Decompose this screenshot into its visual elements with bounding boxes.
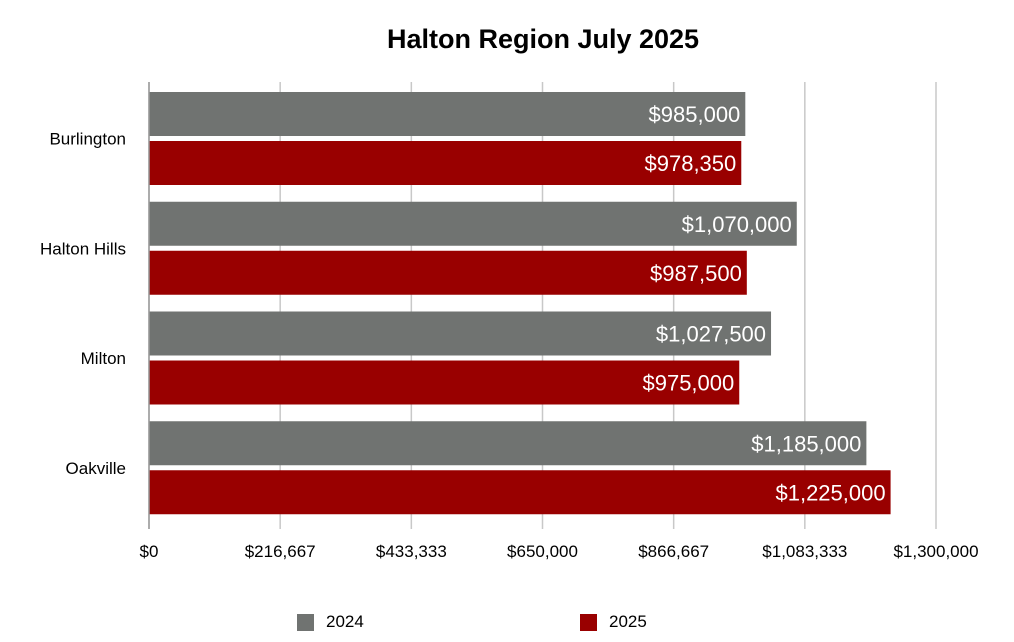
bar-2025: [149, 141, 742, 185]
legend-item-2025: 2025: [580, 612, 647, 632]
data-label: $987,500: [650, 261, 742, 286]
legend: 2024 2025: [0, 612, 1014, 636]
bar-2025: [149, 360, 740, 405]
x-tick-label: $0: [140, 542, 159, 561]
data-label: $1,225,000: [775, 480, 885, 505]
chart-title: Halton Region July 2025: [386, 24, 700, 54]
bar-2024: [149, 92, 746, 136]
legend-item-2024: 2024: [297, 612, 364, 632]
legend-label-2024: 2024: [326, 612, 364, 631]
data-label: $975,000: [642, 371, 734, 396]
legend-label-2025: 2025: [609, 612, 647, 631]
x-tick-label: $1,300,000: [893, 542, 978, 561]
x-tick-label: $650,000: [507, 542, 578, 561]
data-label: $1,185,000: [751, 431, 861, 456]
data-label: $1,070,000: [682, 212, 792, 237]
bar-2024: [149, 421, 867, 466]
data-label: $978,350: [645, 151, 737, 176]
category-label: Burlington: [49, 130, 126, 149]
bar-2025: [149, 250, 747, 295]
bar-2024: [149, 201, 797, 246]
data-label: $1,027,500: [656, 322, 766, 347]
x-tick-label: $433,333: [376, 542, 447, 561]
x-tick-label: $216,667: [245, 542, 316, 561]
bar-2025: [149, 470, 891, 515]
bar-2024: [149, 311, 772, 356]
bar-chart: $0 $216,667 $433,333 $650,000 $866,667 $1,083…: [40, 82, 979, 561]
legend-swatch-2024: [297, 613, 314, 631]
category-label: Oakville: [66, 459, 126, 478]
data-label: $985,000: [649, 102, 741, 127]
x-tick-label: $1,083,333: [762, 542, 847, 561]
legend-swatch-2025: [580, 613, 597, 631]
x-tick-label: $866,667: [638, 542, 709, 561]
category-label: Halton Hills: [40, 239, 126, 258]
category-label: Milton: [81, 349, 126, 368]
